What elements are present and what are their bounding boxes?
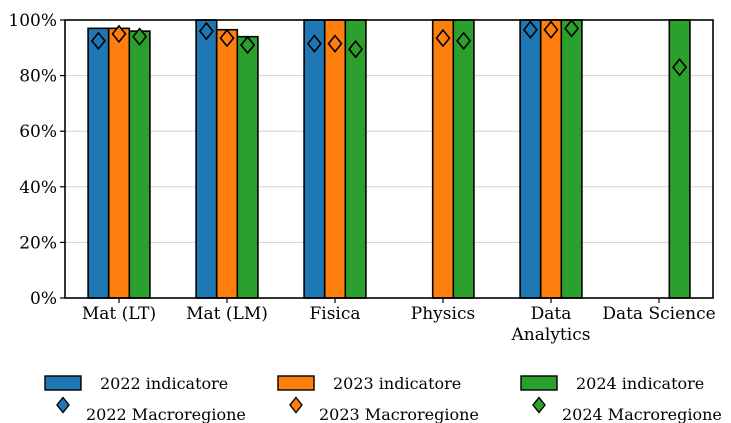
marker-2024-macroregione-3: [456, 31, 472, 51]
y-axis: 0% 20% 40% 60% 80% 100%: [8, 11, 65, 309]
y-tick-label: 80%: [19, 67, 57, 87]
legend-marker-2: [289, 396, 303, 414]
marker-2023-macroregione-4: [543, 20, 559, 39]
marker-2024-macroregione-5: [672, 57, 688, 77]
legend-marker-3: [532, 396, 546, 414]
bar-2022-indicatore-4: [519, 19, 542, 299]
x-tick-label: Physics: [411, 304, 475, 324]
plot-frame: [64, 19, 714, 299]
x-tick-label: Mat (LT): [82, 304, 156, 324]
y-tick-label: 100%: [8, 11, 57, 31]
marker-2023-macroregione-1: [219, 28, 235, 48]
bar-2023-indicatore-3: [431, 19, 455, 299]
marker-2022-macroregione-4: [522, 20, 538, 39]
bar-2024-indicatore-4: [560, 19, 583, 299]
y-tick-label: 0%: [30, 289, 57, 309]
legend-swatch-3: [520, 375, 558, 391]
bar-2023-indicatore-4: [539, 19, 563, 299]
legend-marker-label-2: 2023 Macroregione: [319, 405, 479, 423]
bar-2024-indicatore-0: [128, 30, 151, 299]
bar-2023-indicatore-0: [107, 27, 131, 299]
x-tick-label: Analytics: [511, 325, 591, 345]
marker-2023-macroregione-3: [435, 28, 451, 48]
bar-2024-indicatore-2: [344, 19, 367, 299]
markers-group: [90, 19, 688, 77]
x-tick-label: Data Science: [602, 304, 715, 324]
legend-label-3: 2024 indicatore: [576, 374, 704, 393]
y-tick-label: 40%: [19, 178, 57, 198]
marker-2024-macroregione-4: [564, 19, 580, 38]
legend-marker-label-1: 2022 Macroregione: [86, 405, 246, 423]
legend: 2022 indicatore 2023 indicatore 2024 indic…: [44, 374, 722, 423]
marker-2024-macroregione-2: [348, 39, 364, 59]
marker-2023-macroregione-0: [111, 24, 127, 44]
x-tick-label: Fisica: [309, 304, 360, 324]
marker-2022-macroregione-1: [198, 21, 214, 41]
legend-marker-label-3: 2024 Macroregione: [562, 405, 722, 423]
grid-lines: [65, 19, 713, 299]
bar-2022-indicatore-0: [87, 27, 110, 299]
bar-2022-indicatore-2: [303, 19, 326, 299]
x-tick-label: Data: [531, 304, 572, 324]
marker-2022-macroregione-0: [90, 31, 106, 51]
bar-2022-indicatore-1: [195, 19, 218, 299]
marker-2022-macroregione-2: [306, 34, 322, 53]
x-tick-label: Mat (LM): [186, 304, 268, 324]
x-axis: Mat (LT) Mat (LM) Fisica Physics DataAnalyti…: [82, 298, 716, 345]
marker-2024-macroregione-1: [240, 35, 256, 55]
legend-marker-1: [56, 396, 70, 414]
marker-2023-macroregione-2: [327, 34, 343, 53]
y-tick-label: 60%: [19, 122, 57, 142]
y-tick-label: 20%: [19, 233, 57, 253]
bar-2023-indicatore-1: [215, 28, 239, 299]
legend-swatch-2: [277, 375, 315, 391]
bars-group: [87, 19, 691, 299]
legend-label-1: 2022 indicatore: [100, 374, 228, 393]
marker-2024-macroregione-0: [132, 27, 148, 46]
bar-2024-indicatore-3: [452, 19, 475, 299]
legend-label-2: 2023 indicatore: [333, 374, 461, 393]
bar-2024-indicatore-1: [236, 35, 259, 299]
bar-2023-indicatore-2: [323, 19, 347, 299]
legend-swatch-1: [44, 375, 82, 391]
